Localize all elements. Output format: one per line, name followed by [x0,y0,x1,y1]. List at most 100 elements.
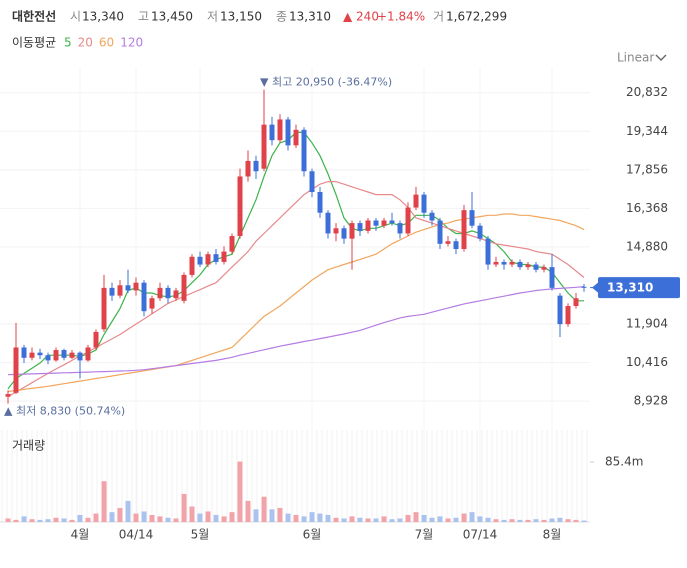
candle-body [285,119,291,146]
last-price-label: 13,310 [607,281,653,295]
volume-bar [165,517,171,522]
volume-bar [181,493,187,522]
volume-bar [549,518,555,522]
candle-body [333,228,339,234]
volume-bar [453,517,459,522]
candle-body [29,352,35,358]
volume-bar [469,512,475,522]
volume-bar [525,519,531,522]
volume-bar [221,516,227,522]
x-tick-label: 6월 [303,528,322,542]
volume-bar [573,519,579,522]
y-tick-label: 11,904 [626,317,668,331]
volume-bar [149,514,155,522]
change-pct: +1.84% [377,10,425,24]
candle-body [461,210,467,249]
volume-bar [13,519,19,522]
volume-bar [365,518,371,522]
ma-line [7,213,585,393]
y-tick-label: 19,344 [626,124,668,138]
candle-body [453,241,459,249]
volume-bar [61,518,67,522]
volume-bar [461,513,467,522]
candle-body [373,220,379,226]
x-tick-label: 5월 [191,528,210,542]
candle-body [61,350,67,358]
value: 1,672,299 [446,10,507,24]
candle-body [517,261,523,268]
volume-bar [29,519,35,522]
volume-panel-bg [0,430,590,522]
volume-bar [109,512,115,522]
volume-bar [317,513,323,522]
volume-bar [445,518,451,522]
candle-body [573,298,579,306]
x-tick-label: 04/14 [119,528,154,542]
volume-bar [173,518,179,522]
volume-tick-label: 85.4m [605,454,643,468]
volume-bar [581,520,587,522]
candle-body [213,254,219,262]
scale-menu[interactable]: Linear [617,51,667,65]
volume-bar [357,517,363,522]
label: 고 [138,10,149,24]
candle-body [309,171,315,192]
candle-body [205,254,211,265]
candle-body [349,223,355,239]
candle-body [5,394,11,397]
volume-bar [413,512,419,522]
ma-line [7,181,585,398]
candle-body [421,194,427,213]
candle-body [197,256,203,265]
volume-bar [141,511,147,522]
volume-bar [301,516,307,522]
last-price-tag [598,277,680,299]
legend-entry: 120 [120,36,143,50]
candle-body [549,267,555,288]
candle-body [117,285,123,296]
candle-body [437,220,443,244]
volume-bar [45,519,51,522]
volume-bar [93,513,99,522]
candle-body [85,347,91,361]
x-tick-label: 4월 [71,528,90,542]
volume-bar [477,516,483,522]
value: 13,340 [82,10,124,24]
volume-bar [421,514,427,522]
candle-body [21,347,27,358]
volume-bar [437,516,443,522]
legend-entry: 20 [78,36,93,50]
ma-line [7,286,585,376]
candle-body [429,212,435,221]
volume-bar [381,516,387,522]
y-tick-label: 8,928 [634,394,668,408]
volume-bar [157,516,163,522]
last-price-pointer [592,282,598,293]
y-tick-label: 16,368 [626,201,668,215]
volume-bar [253,509,259,522]
chevron [655,54,667,61]
volume-bar [133,513,139,522]
candle-body [389,220,395,224]
x-tick-label: 7월 [415,528,434,542]
candle-body [445,241,451,244]
volume-bar [405,514,411,522]
candle-body [181,274,187,301]
volume-bar [189,506,195,522]
candle-body [77,352,83,361]
volume-bar [69,519,75,522]
volume-bar [5,518,11,522]
volume-bar [245,500,251,522]
candle-body [13,347,19,393]
volume-bar [557,517,563,522]
volume-bar [541,519,547,522]
candle-body [101,287,107,330]
candle-body [365,220,371,231]
volume-bar [277,507,283,522]
x-tick-label: 07/14 [463,528,498,542]
volume-bar [373,518,379,522]
candle-body [525,264,531,268]
y-tick-label: 20,832 [626,85,668,99]
candle-body [485,238,491,265]
scale-menu-label[interactable]: Linear [617,51,654,65]
